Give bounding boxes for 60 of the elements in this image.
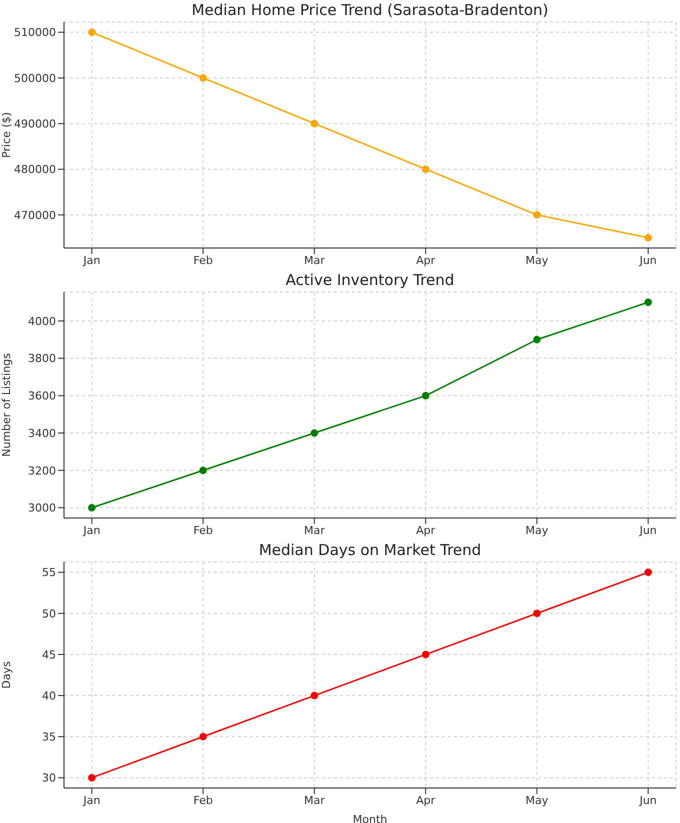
x-tick-label: Apr (416, 524, 436, 537)
y-tick-label: 3000 (28, 502, 56, 515)
x-tick-label: May (526, 254, 549, 267)
y-tick-label: 3200 (28, 464, 56, 478)
x-tick-label: Apr (416, 794, 436, 807)
y-axis-title: Price ($) (0, 112, 13, 158)
x-tick-label: Jan (82, 524, 100, 537)
y-tick-label: 490000 (14, 117, 56, 130)
point (88, 28, 96, 36)
point (533, 211, 541, 219)
point (199, 466, 207, 474)
x-tick-label: Jun (638, 524, 657, 537)
y-axis-title: Days (0, 661, 13, 689)
y-tick-label: 35 (42, 730, 56, 744)
x-tick-label: Apr (416, 254, 436, 267)
point (199, 74, 207, 82)
x-tick-label: Jun (638, 254, 657, 267)
x-tick-label: Mar (304, 794, 326, 807)
chart-title: Active Inventory Trend (284, 270, 456, 290)
point (88, 504, 96, 512)
y-tick-label: 510000 (14, 26, 56, 40)
y-tick-label: 3800 (28, 352, 56, 366)
x-tick-label: Jan (82, 794, 100, 807)
point (310, 120, 318, 128)
x-tick-label: Feb (193, 254, 213, 267)
point (422, 650, 430, 658)
y-tick-label: 4000 (28, 314, 56, 328)
point (199, 732, 207, 740)
point (644, 234, 652, 242)
y-axis-title: Number of Listings (0, 352, 13, 457)
point (533, 610, 541, 618)
point (533, 336, 541, 344)
x-tick-label: Feb (193, 524, 213, 537)
x-tick-label: Mar (304, 254, 326, 267)
y-tick-label: 480000 (14, 163, 56, 176)
x-tick-label: Jun (638, 794, 657, 807)
point (310, 692, 318, 700)
x-tick-label: Jan (82, 254, 100, 267)
chart-title: Median Days on Market Trend (258, 540, 482, 560)
point (644, 298, 652, 306)
y-tick-label: 30 (42, 772, 56, 785)
y-tick-label: 470000 (14, 208, 56, 222)
y-tick-label: 500000 (14, 72, 56, 85)
point (88, 774, 96, 782)
x-tick-label: Feb (193, 794, 213, 807)
y-tick-label: 3600 (28, 390, 56, 403)
point (422, 392, 430, 400)
x-axis-title: Month (352, 813, 388, 823)
point (310, 429, 318, 437)
y-tick-label: 45 (42, 648, 56, 662)
point (422, 165, 430, 173)
point (644, 568, 652, 576)
chart-title: Median Home Price Trend (Sarasota-Bradenton) (190, 0, 550, 20)
y-tick-label: 40 (42, 689, 56, 702)
x-tick-label: Mar (304, 524, 326, 537)
y-tick-label: 3400 (28, 426, 56, 440)
x-tick-label: May (526, 794, 549, 807)
x-tick-label: May (526, 524, 549, 537)
y-tick-label: 50 (42, 607, 56, 620)
y-tick-label: 55 (42, 566, 56, 580)
